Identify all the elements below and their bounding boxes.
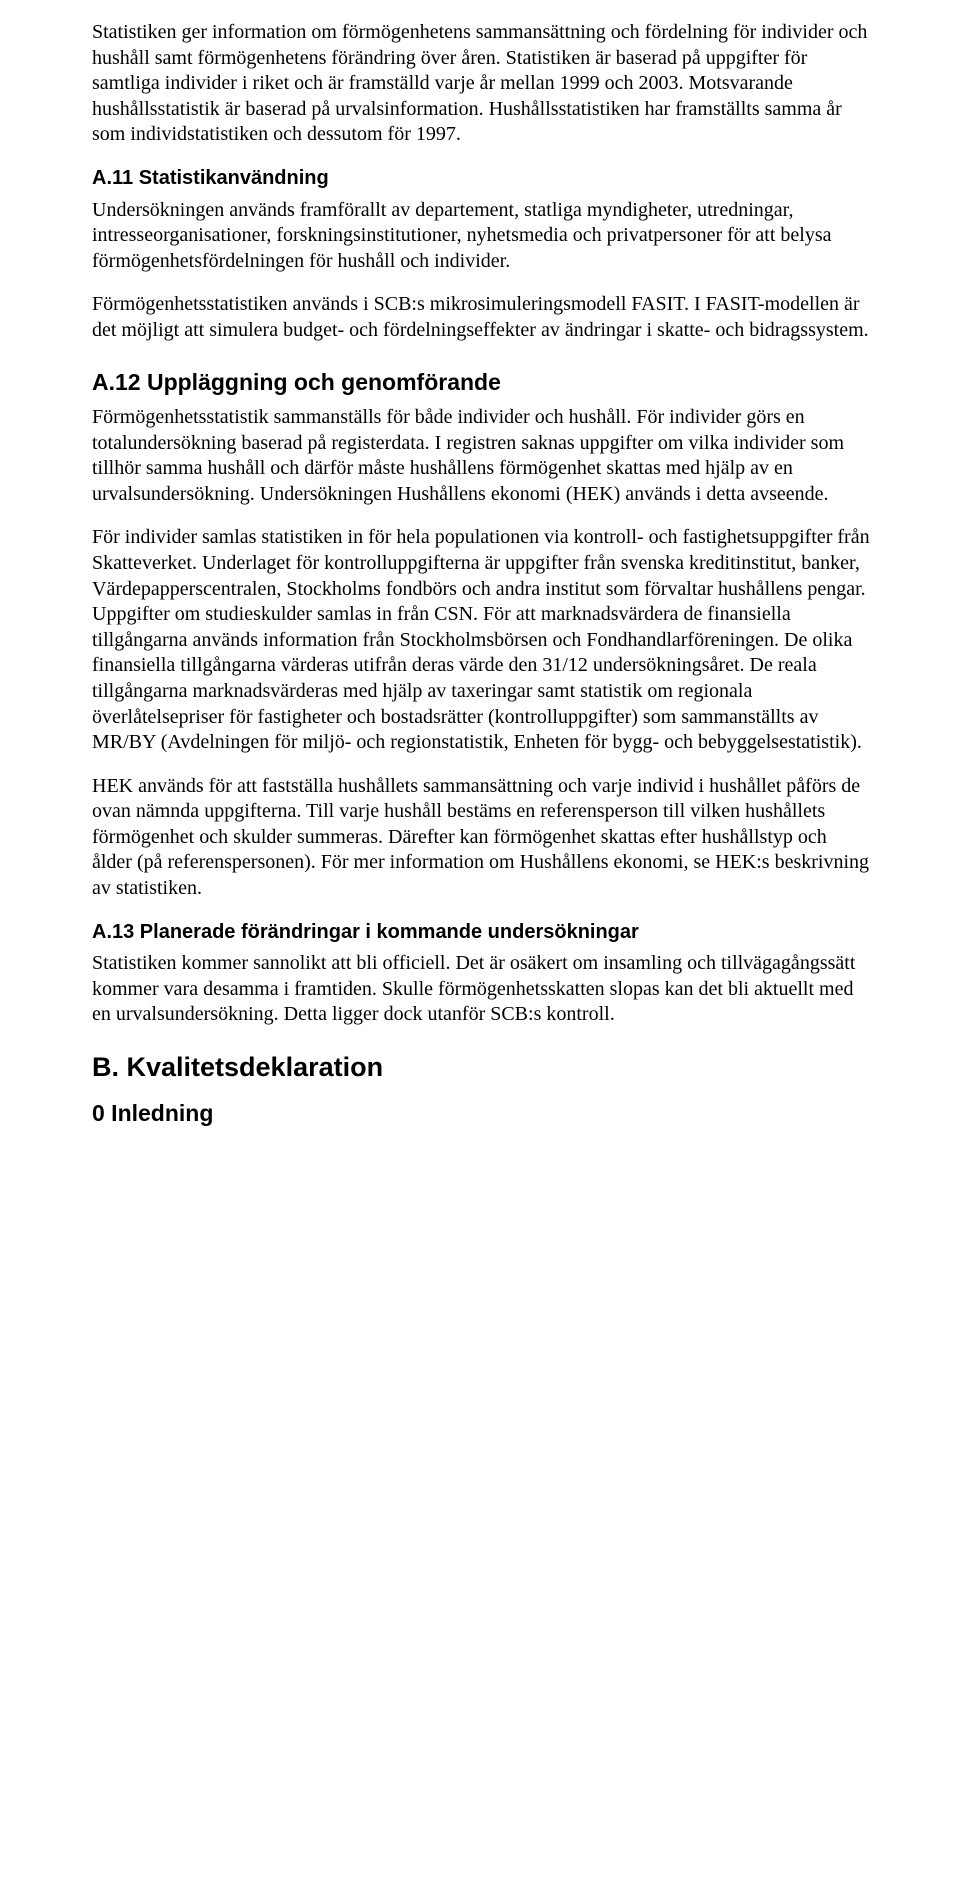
a11-paragraph-1: Undersökningen används framförallt av de… [92, 198, 870, 275]
heading-b: B. Kvalitetsdeklaration [92, 1050, 870, 1085]
a13-paragraph-1: Statistiken kommer sannolikt att bli off… [92, 951, 870, 1028]
heading-a13: A.13 Planerade förändringar i kommande u… [92, 920, 870, 946]
heading-a12: A.12 Uppläggning och genomförande [92, 368, 870, 397]
intro-paragraph: Statistiken ger information om förmögenh… [92, 20, 870, 148]
a11-paragraph-2: Förmögenhetsstatistiken används i SCB:s … [92, 292, 870, 343]
a12-paragraph-2: För individer samlas statistiken in för … [92, 525, 870, 755]
a12-paragraph-1: Förmögenhetsstatistik sammanställs för b… [92, 405, 870, 507]
a12-paragraph-3: HEK används för att fastställa hushållet… [92, 774, 870, 902]
heading-b0: 0 Inledning [92, 1099, 870, 1128]
heading-a11: A.11 Statistikanvändning [92, 166, 870, 192]
